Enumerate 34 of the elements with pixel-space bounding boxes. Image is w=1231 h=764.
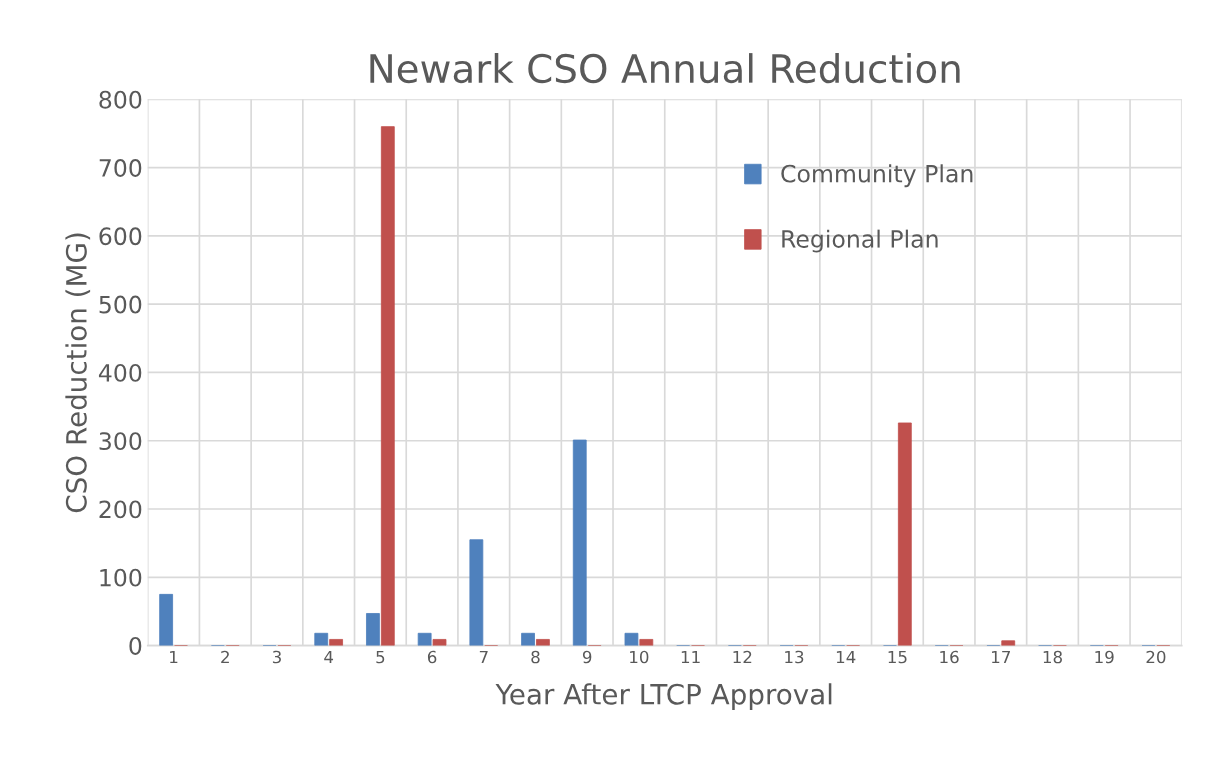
y-axis-title: CSO Reduction (MG) [65,233,91,513]
y-tick-label: 0 [129,637,142,655]
x-tick-label: 18 [1043,650,1062,664]
y-tick-label: 600 [99,227,142,246]
x-tick-label: 2 [221,650,229,664]
chart-title: Newark CSO Annual Reduction [370,53,960,84]
x-tick-label: 13 [785,650,804,664]
x-tick-label: 9 [582,650,592,664]
x-tick-label: 12 [733,650,752,664]
x-tick-label: 1 [170,650,178,664]
x-tick-label: 5 [376,650,385,664]
x-tick-label: 6 [427,650,437,664]
x-tick-label: 11 [681,650,700,664]
x-tick-label: 20 [1146,650,1166,664]
x-tick-label: 8 [531,650,540,664]
x-tick-label: 19 [1095,650,1114,664]
x-tick-label: 14 [836,650,856,664]
legend-label: Regional Plan [782,229,938,253]
x-tick-label: 10 [630,650,649,664]
y-tick-label: 200 [99,500,142,519]
x-tick-label: 17 [992,650,1010,664]
y-tick-label: 300 [99,432,142,451]
y-tick-label: 500 [99,295,142,314]
y-tick-label: 800 [99,90,142,109]
x-tick-label: 3 [272,650,281,664]
x-tick-label: 15 [888,650,907,664]
y-tick-label: 700 [99,159,142,177]
y-tick-label: 400 [98,363,142,382]
x-tick-label: 7 [479,650,488,664]
x-tick-label: 16 [940,650,959,664]
y-tick-label: 100 [100,568,142,587]
x-tick-label: 4 [324,650,334,664]
x-axis-title: Year After LTCP Approval [495,683,832,711]
legend-label: Community Plan [781,164,973,188]
